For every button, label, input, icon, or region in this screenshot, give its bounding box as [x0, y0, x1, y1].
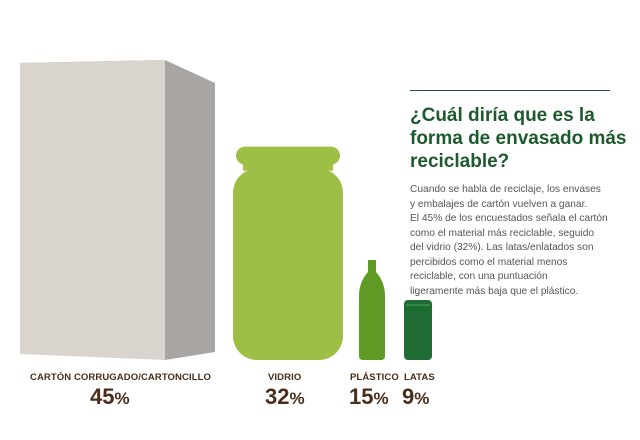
category-label-latas: LATAS [404, 372, 435, 383]
text-panel: ¿Cuál diría que es la forma de envasado … [410, 92, 632, 299]
value-number: 15 [349, 384, 374, 409]
bar-mark-carton [20, 60, 165, 360]
bar-mark-latas [404, 300, 432, 360]
body-line: percibidos como el material menos [410, 256, 568, 268]
body-line: y embalajes de cartón vuelven a ganar. [410, 198, 588, 210]
category-label-vidrio: VIDRIO [268, 372, 302, 383]
value-unit: % [373, 389, 389, 408]
body-line: El 45% de los encuestados señala el cart… [410, 213, 608, 224]
value-number: 32 [265, 384, 290, 409]
bar-mark-latas-rim [406, 304, 430, 306]
value-label-carton: 45% [90, 384, 130, 410]
body-line: Cuando se habla de reciclaje, los envase… [410, 184, 601, 195]
bar-mark-vidrio-neck [243, 162, 333, 171]
panel-body: Cuando se habla de reciclaje, los envase… [410, 183, 632, 299]
body-line: reciclable, con una puntuación [410, 271, 548, 282]
body-line: ligeramente más baja que el plástico. [410, 285, 579, 297]
body-line: como el material más reciclable, seguido [410, 227, 595, 239]
bar-mark-vidrio-lid [236, 146, 340, 165]
body-line: del vidrio (32%). Las latas/enlatados so… [410, 242, 594, 253]
value-number: 9 [402, 384, 415, 409]
value-unit: % [289, 389, 305, 408]
title-rule [410, 90, 610, 91]
value-unit: % [114, 389, 130, 408]
category-label-carton: CARTÓN CORRUGADO/CARTONCILLO [30, 372, 212, 383]
value-label-latas: 9% [402, 384, 429, 410]
value-number: 45 [90, 384, 115, 409]
bar-mark-plastico [359, 260, 385, 360]
value-label-plastico: 15% [349, 384, 389, 410]
bar-mark-vidrio [233, 168, 343, 360]
value-unit: % [414, 389, 430, 408]
category-label-plastico: PLÁSTICO [350, 372, 399, 383]
panel-title: ¿Cuál diría que es la forma de envasado … [410, 105, 627, 172]
value-label-vidrio: 32% [265, 384, 305, 410]
